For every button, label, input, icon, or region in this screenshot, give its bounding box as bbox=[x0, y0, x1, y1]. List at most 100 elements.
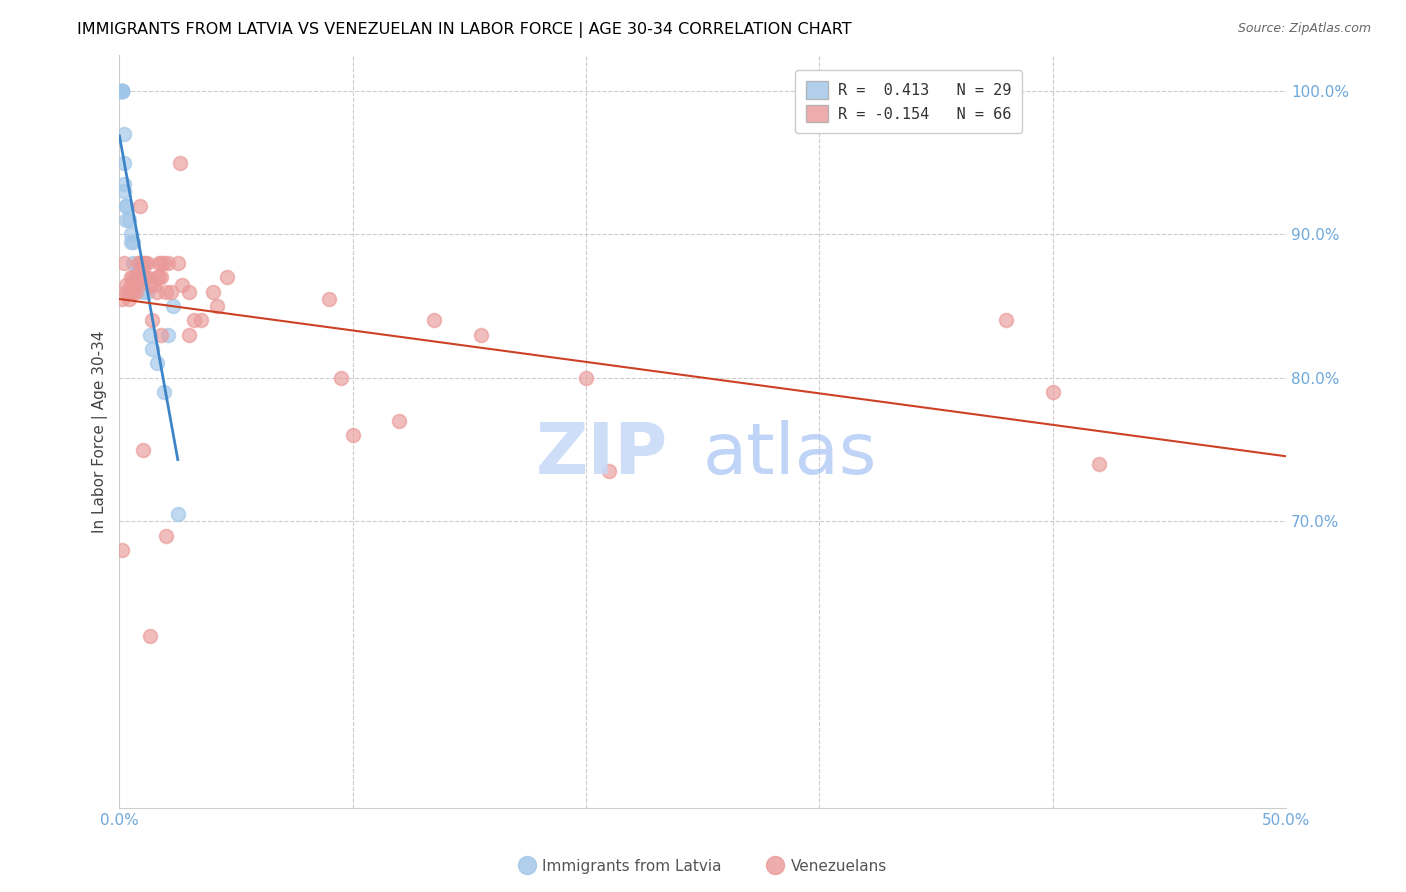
Point bbox=[111, 84, 134, 98]
Point bbox=[152, 256, 174, 270]
Point bbox=[139, 629, 162, 643]
Point bbox=[122, 277, 145, 292]
Point bbox=[127, 263, 149, 277]
Point bbox=[115, 199, 138, 213]
Point bbox=[111, 84, 134, 98]
Point bbox=[166, 507, 188, 521]
Point bbox=[207, 299, 229, 313]
Point bbox=[1042, 385, 1064, 400]
Point bbox=[111, 84, 134, 98]
Point bbox=[129, 199, 152, 213]
Text: atlas: atlas bbox=[703, 420, 877, 489]
Point bbox=[127, 270, 149, 285]
Point bbox=[120, 235, 142, 249]
Point bbox=[111, 84, 134, 98]
Point bbox=[129, 270, 152, 285]
Point bbox=[132, 285, 155, 299]
Point bbox=[134, 256, 156, 270]
Point bbox=[112, 155, 135, 169]
Point bbox=[136, 270, 159, 285]
Point bbox=[318, 292, 340, 306]
Point bbox=[111, 84, 134, 98]
Point bbox=[146, 356, 169, 370]
Point bbox=[112, 127, 135, 141]
Point bbox=[125, 277, 148, 292]
Point bbox=[115, 285, 138, 299]
Point bbox=[120, 277, 142, 292]
Point bbox=[111, 292, 134, 306]
Point bbox=[150, 256, 173, 270]
Point bbox=[134, 270, 156, 285]
Point bbox=[215, 270, 238, 285]
Legend: Immigrants from Latvia, Venezuelans: Immigrants from Latvia, Venezuelans bbox=[513, 853, 893, 880]
Point bbox=[152, 385, 174, 400]
Point bbox=[118, 285, 141, 299]
Point bbox=[115, 277, 138, 292]
Point bbox=[159, 285, 181, 299]
Point bbox=[148, 270, 170, 285]
Point bbox=[127, 256, 149, 270]
Point bbox=[118, 213, 141, 227]
Point bbox=[1088, 457, 1111, 471]
Point bbox=[136, 285, 159, 299]
Point bbox=[172, 277, 194, 292]
Point bbox=[120, 227, 142, 242]
Point bbox=[190, 313, 212, 327]
Point bbox=[148, 256, 170, 270]
Point bbox=[179, 285, 201, 299]
Point bbox=[179, 327, 201, 342]
Point bbox=[157, 256, 180, 270]
Point bbox=[112, 178, 135, 192]
Point bbox=[125, 285, 148, 299]
Point bbox=[995, 313, 1018, 327]
Point bbox=[201, 285, 224, 299]
Point bbox=[115, 199, 138, 213]
Point bbox=[139, 277, 162, 292]
Point bbox=[342, 428, 364, 442]
Point bbox=[139, 327, 162, 342]
Point bbox=[111, 84, 134, 98]
Point bbox=[150, 327, 173, 342]
Point bbox=[118, 292, 141, 306]
Point bbox=[157, 327, 180, 342]
Point bbox=[136, 256, 159, 270]
Point bbox=[115, 213, 138, 227]
Point bbox=[146, 285, 169, 299]
Point bbox=[423, 313, 446, 327]
Point bbox=[166, 256, 188, 270]
Point bbox=[146, 270, 169, 285]
Y-axis label: In Labor Force | Age 30-34: In Labor Force | Age 30-34 bbox=[93, 330, 108, 533]
Point bbox=[150, 270, 173, 285]
Point bbox=[575, 371, 598, 385]
Point bbox=[112, 256, 135, 270]
Point bbox=[122, 285, 145, 299]
Point bbox=[132, 256, 155, 270]
Point bbox=[122, 235, 145, 249]
Point bbox=[125, 270, 148, 285]
Point bbox=[129, 256, 152, 270]
Point bbox=[141, 313, 163, 327]
Point bbox=[143, 277, 166, 292]
Point bbox=[141, 342, 163, 356]
Point bbox=[155, 285, 177, 299]
Point bbox=[122, 256, 145, 270]
Point bbox=[132, 270, 155, 285]
Point bbox=[598, 464, 620, 478]
Point bbox=[112, 185, 135, 199]
Point bbox=[330, 371, 353, 385]
Point bbox=[111, 543, 134, 558]
Text: ZIP: ZIP bbox=[536, 420, 668, 489]
Point bbox=[129, 270, 152, 285]
Point bbox=[155, 528, 177, 542]
Point bbox=[183, 313, 205, 327]
Text: IMMIGRANTS FROM LATVIA VS VENEZUELAN IN LABOR FORCE | AGE 30-34 CORRELATION CHAR: IMMIGRANTS FROM LATVIA VS VENEZUELAN IN … bbox=[77, 22, 852, 38]
Point bbox=[120, 285, 142, 299]
Legend: R =  0.413   N = 29, R = -0.154   N = 66: R = 0.413 N = 29, R = -0.154 N = 66 bbox=[794, 70, 1022, 133]
Point bbox=[120, 270, 142, 285]
Point bbox=[169, 155, 191, 169]
Point bbox=[132, 442, 155, 457]
Text: Source: ZipAtlas.com: Source: ZipAtlas.com bbox=[1237, 22, 1371, 36]
Point bbox=[162, 299, 184, 313]
Point bbox=[122, 270, 145, 285]
Point bbox=[388, 414, 411, 428]
